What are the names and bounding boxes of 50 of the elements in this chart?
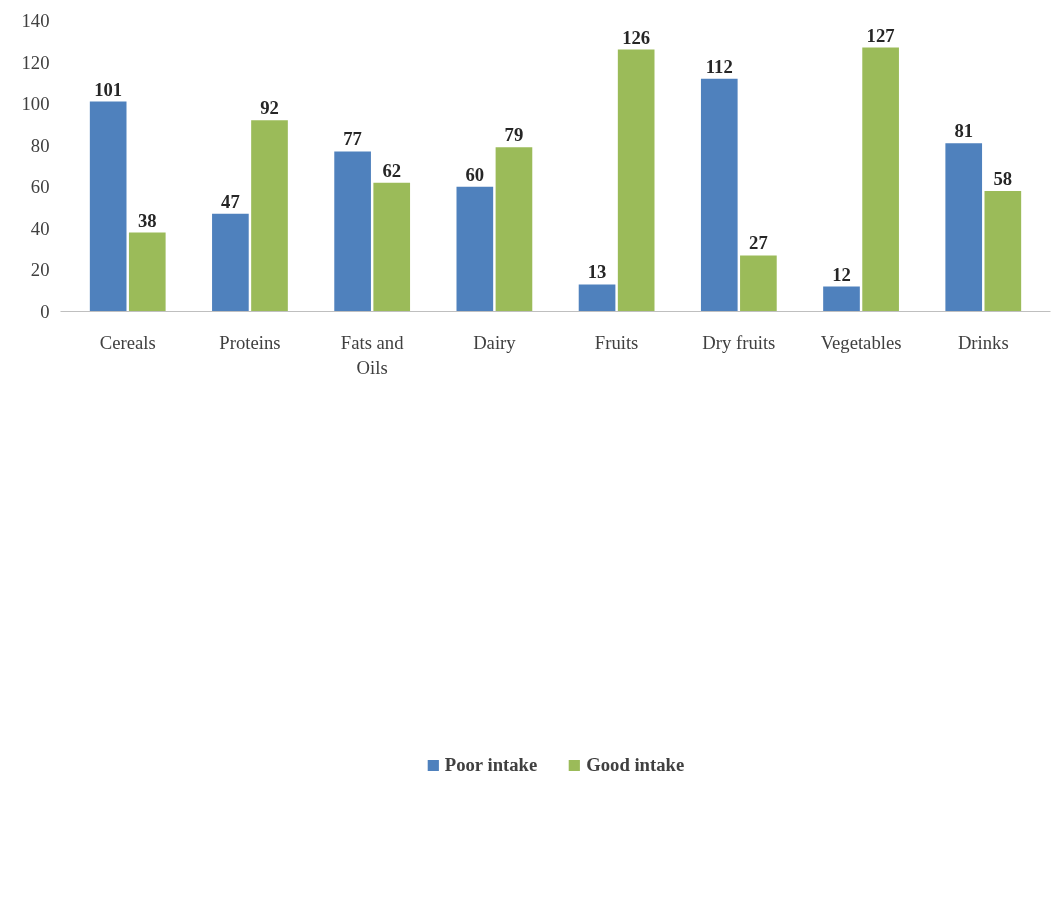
- bar: [823, 286, 860, 312]
- data-label: 13: [587, 261, 607, 283]
- bar: [700, 78, 738, 312]
- data-label: 112: [705, 55, 733, 77]
- legend-label: Poor intake: [444, 753, 538, 776]
- bar: [617, 49, 655, 312]
- bar: [373, 182, 411, 312]
- y-tick-label: 120: [21, 51, 50, 73]
- x-tick-label: Proteins: [219, 331, 281, 353]
- x-tick-label: Dry fruits: [702, 331, 776, 353]
- data-label: 81: [954, 120, 974, 142]
- bar: [578, 284, 616, 312]
- bar: [334, 151, 371, 312]
- data-label: 77: [343, 128, 362, 150]
- bar: [456, 186, 494, 312]
- bar: [251, 120, 288, 312]
- bar: [984, 190, 1022, 312]
- legend-label: Good intake: [586, 753, 685, 776]
- x-tick-label: Cereals: [99, 331, 156, 353]
- data-label: 101: [94, 78, 123, 100]
- data-label: 126: [622, 26, 651, 48]
- y-tick-label: 0: [40, 301, 50, 322]
- x-tick-label: Vegetables: [820, 331, 902, 353]
- x-tick-label: Fats and Oils: [340, 331, 405, 378]
- bar: [495, 147, 533, 312]
- bar: [89, 101, 127, 312]
- y-tick-label: 40: [30, 217, 50, 239]
- x-tick-label: Dairy: [473, 331, 517, 353]
- data-label: 58: [993, 167, 1013, 189]
- bar: [945, 143, 983, 312]
- data-label: 27: [749, 232, 768, 254]
- y-tick-label: 100: [21, 93, 50, 115]
- data-label: 60: [465, 163, 485, 185]
- bar: [740, 255, 777, 312]
- data-label: 47: [221, 190, 240, 212]
- data-label: 12: [832, 263, 851, 285]
- y-tick-label: 140: [21, 10, 50, 31]
- x-tick-label: Drinks: [957, 331, 1009, 353]
- bar: [862, 47, 899, 312]
- data-label: 62: [382, 159, 402, 181]
- data-label: 127: [866, 24, 895, 46]
- data-label: 79: [504, 124, 524, 146]
- data-label: 92: [260, 97, 279, 119]
- y-tick-label: 80: [30, 134, 50, 156]
- bar: [212, 213, 249, 312]
- x-tick-label: Fruits: [594, 331, 639, 353]
- y-tick-label: 20: [30, 259, 50, 281]
- data-label: 38: [137, 209, 157, 231]
- bar: [128, 232, 166, 312]
- y-tick-label: 60: [30, 176, 50, 198]
